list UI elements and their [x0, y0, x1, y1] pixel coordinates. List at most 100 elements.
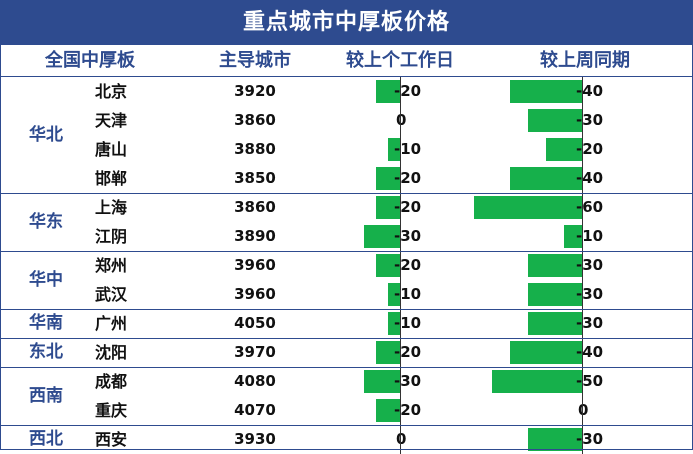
region-label: 华中: [29, 270, 63, 290]
price-value: 4070: [234, 401, 276, 419]
week-change-bar: [510, 80, 582, 103]
day-change-label: -10: [394, 314, 422, 332]
day-change-bar: [388, 283, 400, 306]
day-change-bar: [376, 254, 400, 277]
price-value: 4050: [234, 314, 276, 332]
week-change-label: -40: [576, 82, 604, 100]
day-change-bar: [364, 225, 400, 248]
region-divider: [0, 309, 693, 310]
week-change-label: -30: [576, 314, 604, 332]
day-change-label: -20: [394, 256, 422, 274]
table-row: 沈阳 3970 -20 -40: [0, 338, 693, 367]
week-change-bar: [528, 428, 582, 451]
region-label: 华北: [29, 125, 63, 145]
day-change-label: -20: [394, 343, 422, 361]
header-week-change: 较上周同期: [540, 50, 630, 71]
day-change-bar: [388, 138, 400, 161]
region-label: 东北: [29, 342, 63, 362]
price-value: 3930: [234, 430, 276, 448]
day-change-bar: [388, 312, 400, 335]
region-divider: [0, 251, 693, 252]
day-change-bar: [376, 167, 400, 190]
week-change-label: -40: [576, 169, 604, 187]
city-name: 上海: [95, 198, 128, 217]
region-label: 西北: [29, 429, 63, 449]
day-change-label: -30: [394, 372, 422, 390]
week-change-axis: [582, 77, 583, 454]
day-change-label: -20: [394, 198, 422, 216]
region-divider: [0, 193, 693, 194]
city-name: 成都: [95, 372, 128, 391]
week-change-label: 0: [578, 401, 589, 419]
day-change-label: -20: [394, 82, 422, 100]
region-label: 华东: [29, 212, 63, 232]
price-value: 3960: [234, 285, 276, 303]
week-change-bar: [546, 138, 582, 161]
city-name: 江阴: [95, 227, 128, 246]
week-change-bar: [510, 341, 582, 364]
table-row: 武汉 3960 -10 -30: [0, 280, 693, 309]
table-row: 上海 3860 -20 -60: [0, 193, 693, 222]
region-label: 西南: [29, 386, 63, 406]
week-change-bar: [528, 254, 582, 277]
header-divider: [0, 76, 693, 77]
city-name: 天津: [95, 111, 128, 130]
table-row: 邯郸 3850 -20 -40: [0, 164, 693, 193]
week-change-bar: [474, 196, 582, 219]
week-change-bar: [528, 283, 582, 306]
day-change-bar: [376, 196, 400, 219]
day-change-label: -10: [394, 285, 422, 303]
price-value: 4080: [234, 372, 276, 390]
week-change-label: -50: [576, 372, 604, 390]
price-value: 3890: [234, 227, 276, 245]
week-change-label: -30: [576, 256, 604, 274]
table-row: 北京 3920 -20 -40: [0, 77, 693, 106]
week-change-label: -20: [576, 140, 604, 158]
day-change-label: 0: [396, 111, 407, 129]
week-change-label: -10: [576, 227, 604, 245]
header-city-price: 主导城市: [219, 50, 291, 71]
price-value: 3960: [234, 256, 276, 274]
week-change-bar: [510, 167, 582, 190]
city-name: 唐山: [95, 140, 128, 159]
price-value: 3970: [234, 343, 276, 361]
city-name: 武汉: [95, 285, 128, 304]
table-row: 西安 3930 0 -30: [0, 425, 693, 454]
header-region: 全国中厚板: [45, 50, 135, 71]
price-value: 3860: [234, 198, 276, 216]
week-change-bar: [528, 109, 582, 132]
city-name: 广州: [95, 314, 128, 333]
city-name: 邯郸: [95, 169, 128, 188]
day-change-bar: [376, 399, 400, 422]
week-change-label: -30: [576, 111, 604, 129]
table-row: 广州 4050 -10 -30: [0, 309, 693, 338]
week-change-label: -30: [576, 285, 604, 303]
region-divider: [0, 338, 693, 339]
table-row: 天津 3860 0 -30: [0, 106, 693, 135]
table-row: 江阴 3890 -30 -10: [0, 222, 693, 251]
table-row: 重庆 4070 -20 0: [0, 396, 693, 425]
region-divider: [0, 425, 693, 426]
region-label: 华南: [29, 313, 63, 333]
price-value: 3880: [234, 140, 276, 158]
price-value: 3920: [234, 82, 276, 100]
day-change-bar: [364, 370, 400, 393]
day-change-label: -30: [394, 227, 422, 245]
city-name: 西安: [95, 430, 128, 449]
day-change-bar: [376, 80, 400, 103]
week-change-bar: [564, 225, 582, 248]
city-name: 郑州: [95, 256, 128, 275]
price-value: 3860: [234, 111, 276, 129]
price-value: 3850: [234, 169, 276, 187]
day-change-label: -20: [394, 401, 422, 419]
day-change-axis: [400, 77, 401, 454]
table-row: 唐山 3880 -10 -20: [0, 135, 693, 164]
week-change-label: -40: [576, 343, 604, 361]
table-row: 成都 4080 -30 -50: [0, 367, 693, 396]
day-change-bar: [376, 341, 400, 364]
week-change-bar: [492, 370, 582, 393]
table-row: 郑州 3960 -20 -30: [0, 251, 693, 280]
page-title: 重点城市中厚板价格: [0, 0, 693, 45]
city-name: 重庆: [95, 401, 128, 420]
